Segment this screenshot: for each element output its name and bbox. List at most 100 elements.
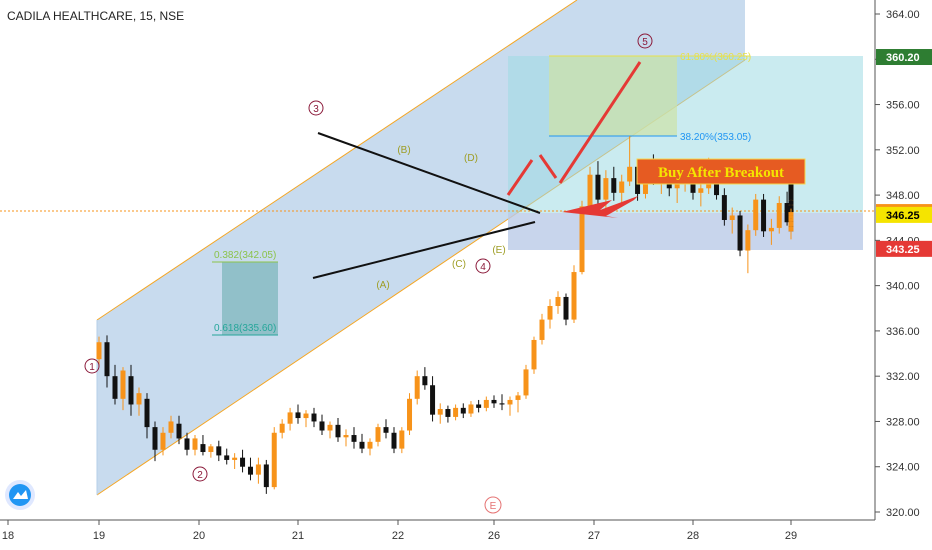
candle	[776, 196, 782, 234]
candle	[128, 364, 134, 416]
candle	[176, 415, 182, 445]
candle	[335, 418, 341, 442]
svg-text:E: E	[490, 501, 497, 512]
candle	[160, 427, 166, 456]
y-tick-label: 336.00	[886, 326, 920, 338]
candle	[343, 429, 349, 447]
candle	[168, 415, 174, 439]
fib-618-label: 0.618(335.60)	[214, 323, 276, 334]
fib-target-label: 38.20%(353.05)	[680, 132, 751, 143]
wave-e-marker: E	[484, 496, 502, 514]
tradingview-logo[interactable]	[5, 480, 35, 510]
candle	[224, 448, 230, 465]
candle	[523, 364, 529, 399]
candle	[319, 414, 325, 436]
candle	[136, 387, 142, 416]
candle	[453, 404, 459, 421]
wave-4-marker: 4	[475, 258, 491, 274]
candle	[112, 364, 118, 405]
y-tick-label: 328.00	[886, 416, 920, 428]
candle	[240, 449, 246, 473]
candle	[375, 423, 381, 447]
x-tick-label: 28	[687, 530, 699, 542]
candle	[208, 444, 214, 458]
x-tick-label: 29	[785, 530, 797, 542]
candle	[563, 293, 569, 326]
candle	[303, 410, 309, 428]
wave-c-label: (C)	[452, 259, 466, 270]
callout-arrow	[562, 196, 638, 218]
candle	[192, 435, 198, 456]
candle	[491, 395, 497, 408]
projection-line-3	[558, 61, 642, 184]
candle	[200, 435, 206, 456]
stop-zone	[508, 213, 863, 250]
candle	[279, 419, 285, 439]
candle	[571, 265, 577, 323]
candle	[383, 419, 389, 439]
x-tick-label: 26	[488, 530, 500, 542]
candle	[96, 336, 102, 368]
candle	[788, 208, 794, 219]
y-tick-label: 340.00	[886, 281, 920, 293]
candle	[120, 367, 126, 411]
candle	[152, 421, 158, 462]
candle	[144, 393, 150, 439]
projection-line-1	[506, 159, 534, 196]
candle	[499, 394, 505, 411]
fib-retracement-box	[222, 262, 278, 335]
candle	[232, 453, 238, 469]
wave-1-marker: 1	[84, 358, 100, 374]
fib-382-label: 0.382(342.05)	[214, 250, 276, 261]
candle	[619, 174, 625, 207]
wave-a-label: (A)	[376, 280, 389, 291]
candle	[445, 405, 451, 423]
candle	[351, 427, 357, 449]
candle	[483, 396, 489, 412]
wave-2-marker: 2	[192, 466, 208, 482]
candle	[547, 299, 553, 329]
chart-title: CADILA HEALTHCARE, 15, NSE	[7, 9, 184, 23]
triangle-upper-line	[317, 132, 541, 214]
candle	[311, 407, 317, 428]
svg-text:2: 2	[197, 470, 203, 481]
price-tag: 343.25	[876, 240, 932, 257]
x-tick-label: 18	[2, 530, 14, 542]
candle	[784, 191, 790, 226]
y-tick-label: 324.00	[886, 462, 920, 474]
candle	[263, 459, 269, 494]
candle	[327, 421, 333, 439]
y-tick-label: 356.00	[886, 100, 920, 112]
candle	[271, 427, 277, 490]
candle	[295, 404, 301, 424]
candle	[611, 166, 617, 201]
callout-box	[636, 158, 806, 185]
candle	[287, 407, 293, 431]
candle	[555, 291, 561, 314]
candle	[460, 403, 466, 419]
candle	[768, 218, 774, 245]
y-tick-label: 320.00	[886, 507, 920, 519]
y-tick-label: 348.00	[886, 190, 920, 202]
callout-text: Buy After Breakout	[658, 165, 784, 181]
candle	[745, 224, 751, 274]
fib-target-box	[549, 56, 677, 136]
candle	[414, 370, 420, 405]
svg-text:3: 3	[313, 104, 319, 115]
channel-upper-line	[96, 0, 578, 321]
candle	[737, 210, 743, 257]
svg-text:5: 5	[642, 37, 648, 48]
candle	[729, 207, 735, 234]
candle	[367, 438, 373, 456]
y-tick-label: 352.00	[886, 145, 920, 157]
wave-e-label: (E)	[492, 245, 505, 256]
candle	[391, 427, 397, 454]
price-tag: 360.20	[876, 49, 932, 66]
price-tag: 346.25	[876, 206, 932, 223]
wave-b-label: (B)	[397, 145, 410, 156]
svg-text:343.25: 343.25	[886, 244, 920, 256]
svg-text:4: 4	[480, 262, 486, 273]
